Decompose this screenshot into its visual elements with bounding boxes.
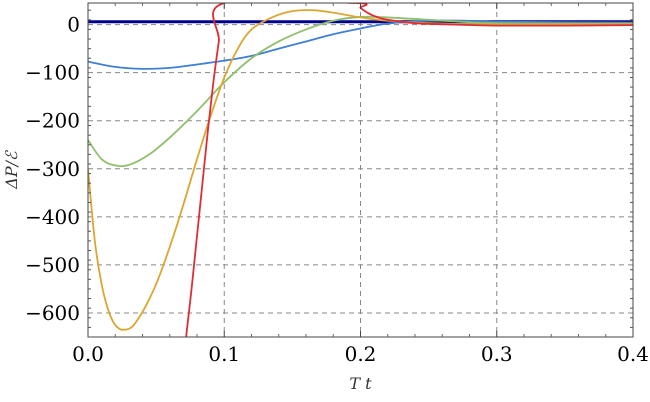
y-tick-labels: 0 −100 −200 −300 −400 −500 −600	[25, 13, 80, 325]
tick-marks	[87, 3, 634, 338]
series-group	[88, 3, 633, 337]
x-tick-label-3: 0.3	[481, 342, 513, 366]
x-tick-label-0: 0.0	[72, 342, 104, 366]
y-tick-label-1: −100	[25, 61, 80, 85]
y-tick-label-0: 0	[67, 13, 80, 37]
y-tick-label-5: −500	[25, 253, 80, 277]
series-line-1	[88, 15, 633, 168]
grid-lines	[88, 3, 633, 337]
x-tick-label-2: 0.2	[345, 342, 377, 366]
y-axis-label: ΔP/ℰ	[2, 149, 21, 190]
y-tick-label-3: −300	[25, 157, 80, 181]
x-axis-label: T t	[349, 374, 372, 393]
series-line-3	[185, 3, 633, 337]
y-tick-label-6: −600	[25, 301, 80, 325]
x-tick-label-4: 0.4	[617, 342, 649, 366]
x-tick-label-1: 0.1	[208, 342, 240, 366]
series-line-0	[88, 19, 633, 70]
y-tick-label-4: −400	[25, 205, 80, 229]
y-tick-label-2: −200	[25, 109, 80, 133]
x-tick-labels: 0.0 0.1 0.2 0.3 0.4	[72, 342, 649, 366]
